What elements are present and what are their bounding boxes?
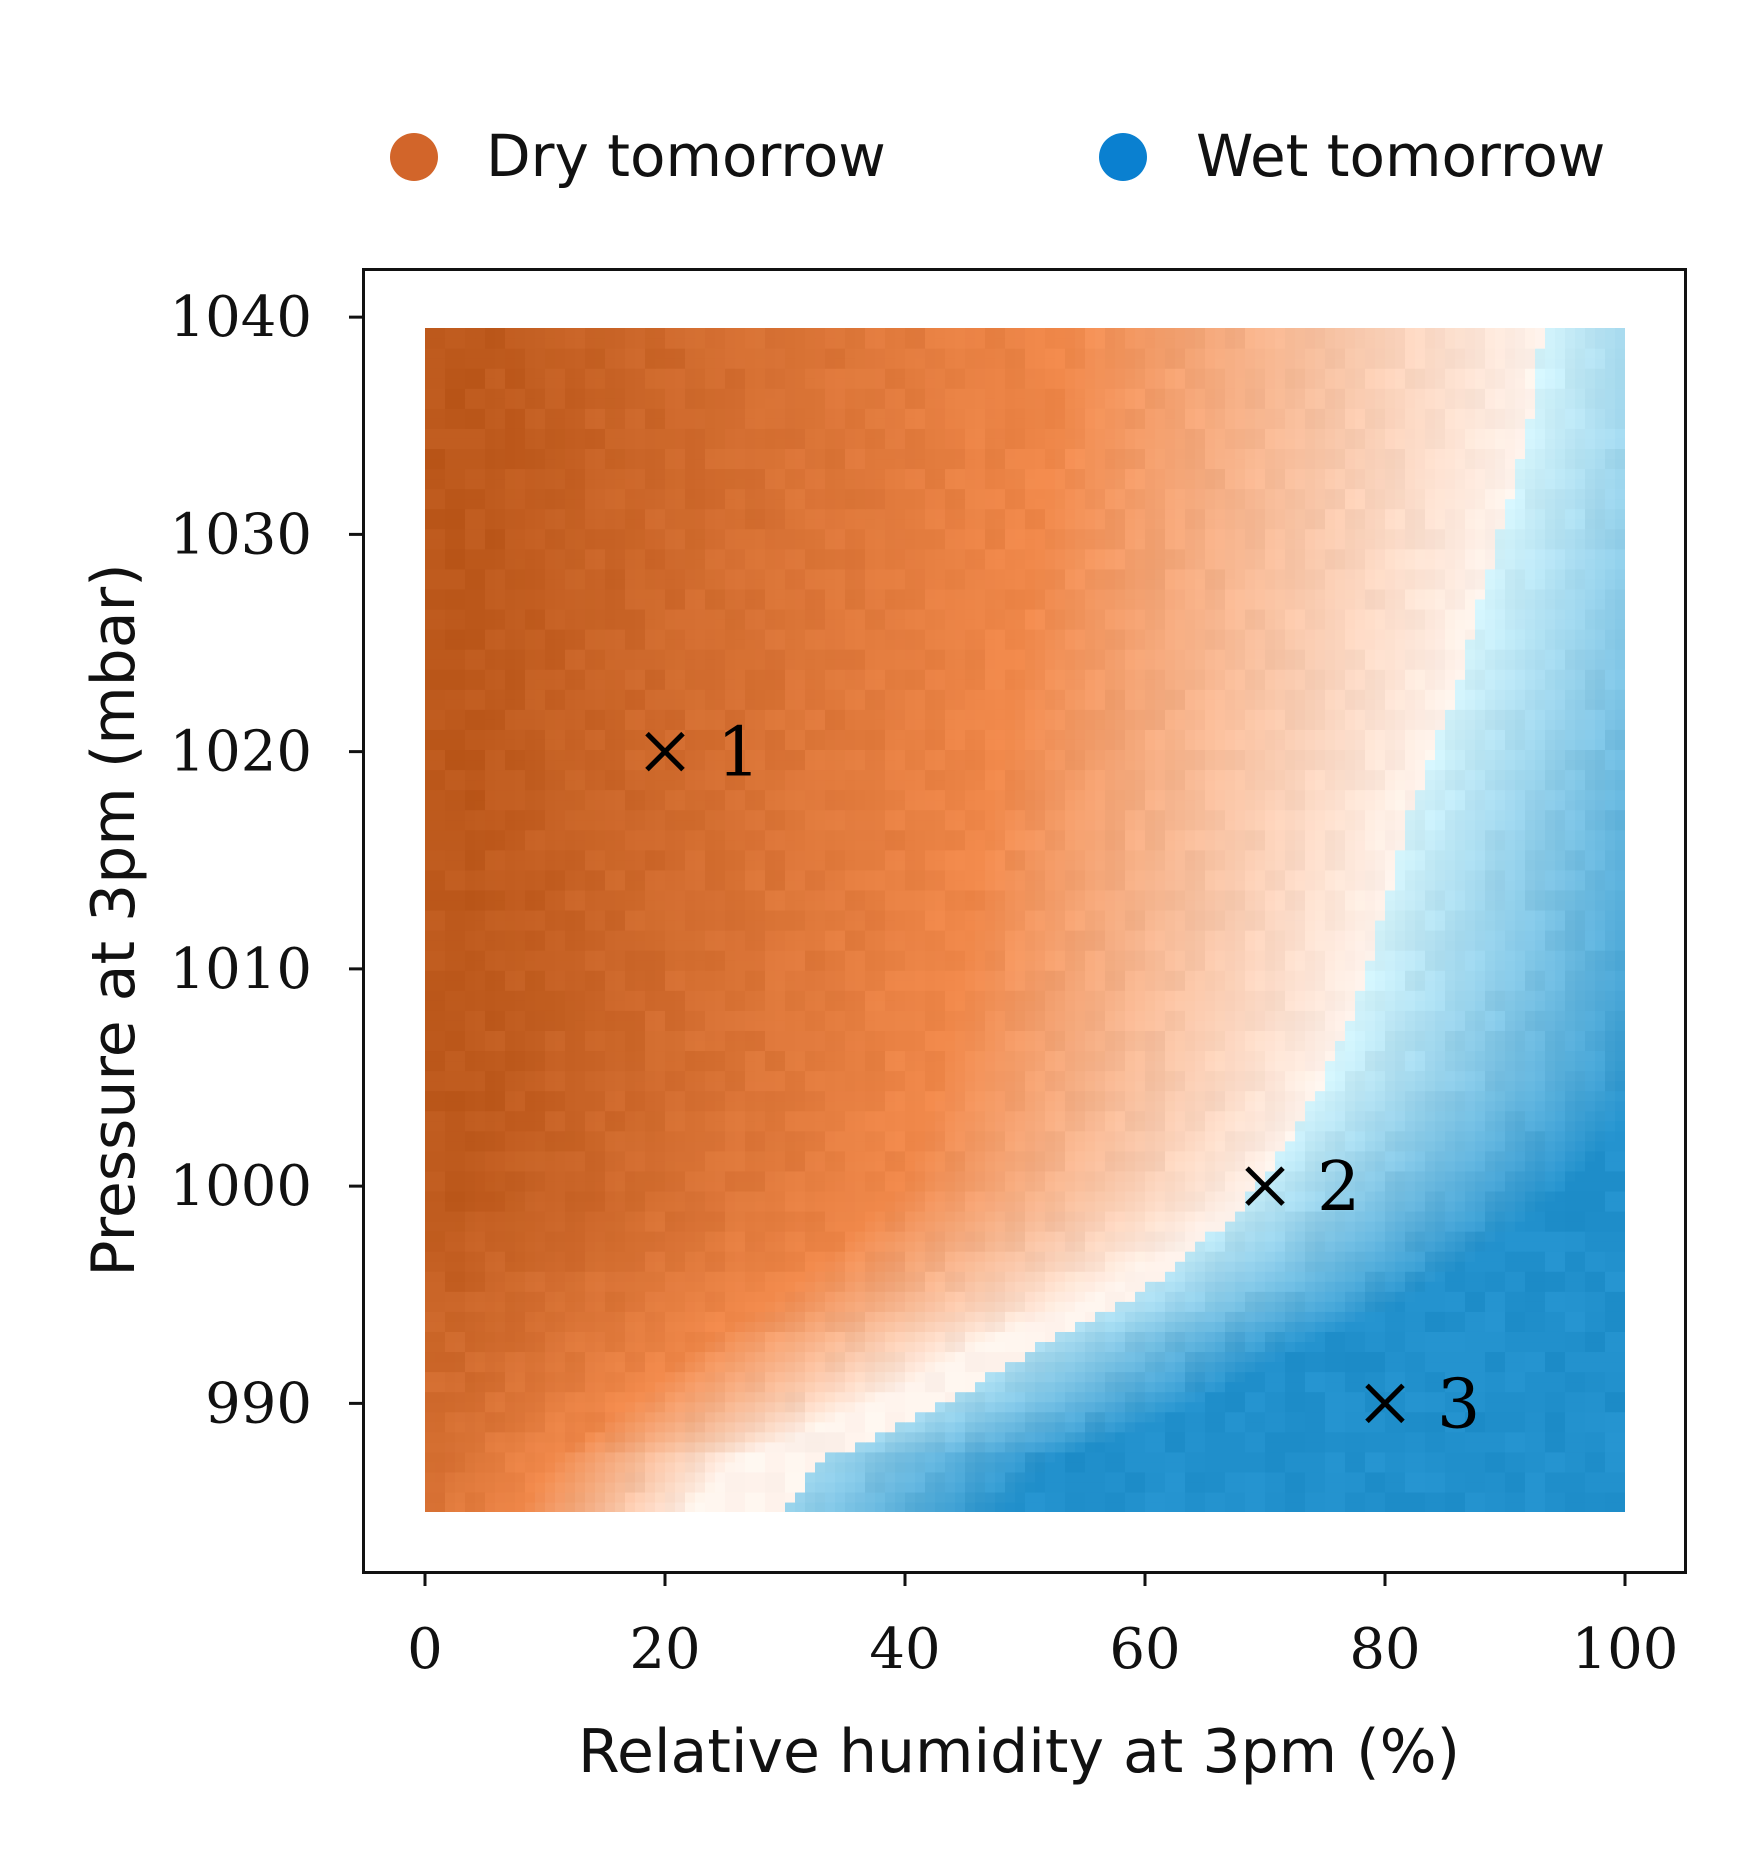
- y-tick-label: 1010: [169, 937, 312, 1002]
- x-tick-label: 40: [869, 1617, 940, 1682]
- legend: Dry tomorrow Wet tomorrow: [390, 122, 1605, 190]
- x-tick-label: 80: [1349, 1617, 1420, 1682]
- legend-label-dry: Dry tomorrow: [486, 122, 886, 190]
- point-label-2: 2: [1317, 1148, 1360, 1227]
- x-axis-label: Relative humidity at 3pm (%): [578, 1717, 1460, 1787]
- x-tick-label: 60: [1109, 1617, 1180, 1682]
- y-tick-label: 1040: [169, 285, 312, 350]
- heatmap: [425, 328, 1625, 1512]
- plot-frame: [362, 268, 1687, 1574]
- heatmap-cells: [425, 328, 1625, 1512]
- point-marker-3: [1365, 1383, 1405, 1424]
- point-label-3: 3: [1437, 1365, 1480, 1444]
- y-tick-label: 1000: [169, 1154, 312, 1219]
- legend-marker-dry: [390, 133, 438, 181]
- point-marker-1: [645, 731, 685, 772]
- y-tick-label: 1020: [169, 720, 312, 785]
- x-tick-label: 20: [629, 1617, 700, 1682]
- x-axis: 0 20 40 60 80 100: [407, 1572, 1678, 1682]
- y-axis-label: Pressure at 3pm (mbar): [79, 563, 149, 1276]
- y-tick-label: 990: [205, 1371, 312, 1436]
- legend-label-wet: Wet tomorrow: [1196, 122, 1605, 190]
- legend-marker-wet: [1099, 133, 1147, 181]
- x-tick-label: 0: [407, 1617, 443, 1682]
- y-axis: 990 1000 1010 1020 1030 1040: [169, 285, 363, 1436]
- point-marker-2: [1245, 1166, 1285, 1206]
- point-label-1: 1: [717, 714, 760, 793]
- y-tick-label: 1030: [169, 502, 312, 567]
- x-tick-label: 100: [1572, 1617, 1679, 1682]
- points: 1 2 3: [645, 714, 1480, 1444]
